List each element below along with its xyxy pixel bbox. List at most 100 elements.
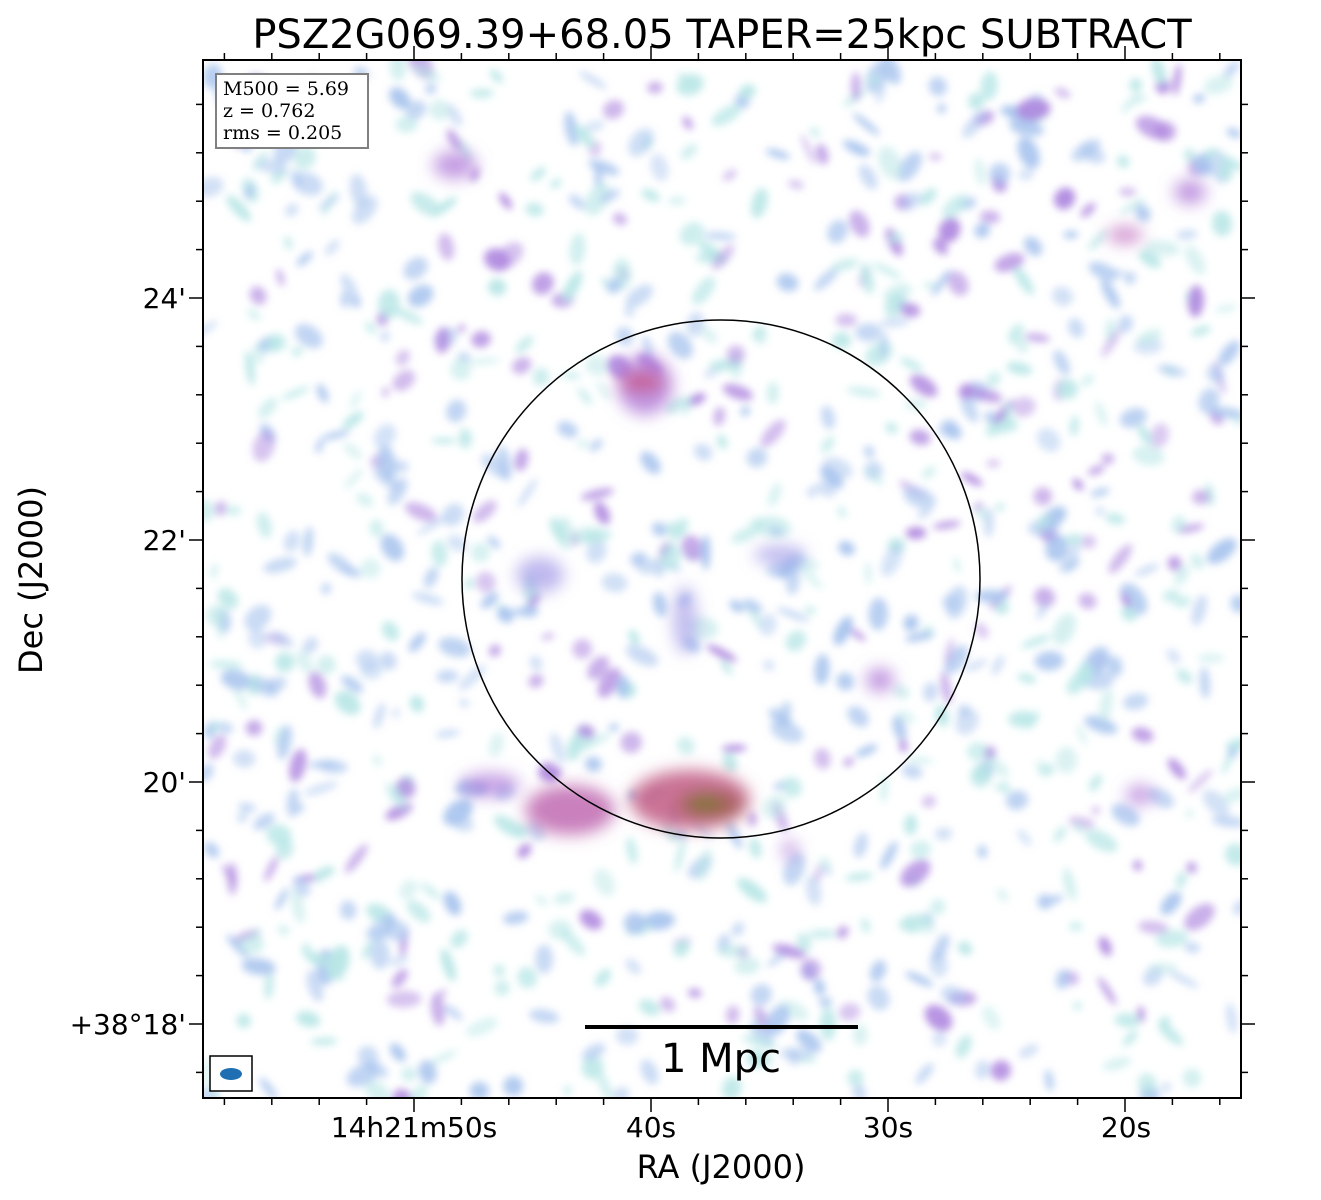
noise-blob bbox=[394, 308, 423, 325]
noise-blob bbox=[746, 1050, 767, 1067]
noise-blob bbox=[1137, 920, 1169, 935]
noise-blob bbox=[746, 447, 768, 468]
noise-blob bbox=[431, 540, 448, 567]
noise-blob bbox=[928, 153, 942, 161]
noise-blob bbox=[995, 602, 1010, 615]
noise-blob bbox=[1018, 168, 1035, 181]
noise-blob bbox=[901, 764, 923, 779]
noise-blob bbox=[589, 438, 603, 452]
noise-blob bbox=[381, 621, 399, 641]
noise-blob bbox=[275, 652, 295, 673]
noise-blob bbox=[373, 423, 396, 449]
noise-blob bbox=[628, 128, 654, 157]
noise-blob bbox=[1087, 229, 1108, 251]
noise-blob bbox=[340, 291, 349, 308]
noise-blob bbox=[612, 212, 627, 226]
noise-blob bbox=[867, 73, 880, 86]
noise-blob bbox=[849, 628, 866, 641]
noise-blob bbox=[431, 437, 457, 444]
noise-blob bbox=[1013, 265, 1035, 296]
noise-blob bbox=[306, 952, 327, 966]
noise-blob bbox=[578, 71, 608, 90]
noise-blob bbox=[772, 943, 807, 959]
noise-blob bbox=[203, 763, 214, 782]
noise-blob bbox=[405, 100, 427, 120]
noise-blob bbox=[1203, 75, 1234, 95]
noise-blob bbox=[459, 698, 469, 708]
noise-blob bbox=[1081, 374, 1094, 387]
noise-blob bbox=[581, 1043, 606, 1061]
noise-blob bbox=[532, 367, 550, 386]
noise-blob bbox=[286, 788, 300, 818]
noise-blob bbox=[768, 482, 782, 507]
noise-blob bbox=[1144, 240, 1181, 256]
noise-blob bbox=[739, 84, 756, 99]
noise-blob bbox=[1184, 148, 1195, 162]
noise-blob bbox=[416, 516, 448, 535]
noise-blob bbox=[389, 1043, 406, 1062]
noise-blob bbox=[389, 87, 411, 110]
noise-blob bbox=[760, 419, 786, 448]
noise-blob bbox=[1088, 261, 1118, 281]
noise-blob bbox=[904, 631, 934, 642]
noise-blob bbox=[1226, 127, 1241, 139]
noise-blob bbox=[1172, 63, 1182, 96]
x-axis-label: RA (J2000) bbox=[637, 1148, 806, 1186]
y-axis-label: Dec (J2000) bbox=[12, 486, 50, 674]
noise-blob bbox=[880, 332, 888, 360]
noise-blob bbox=[420, 882, 441, 900]
noise-blob bbox=[226, 505, 242, 516]
noise-blob bbox=[905, 526, 927, 540]
noise-blobs bbox=[203, 60, 1241, 1098]
noise-blob bbox=[737, 878, 768, 903]
x-tick-label: 14h21m50s bbox=[331, 1111, 498, 1144]
noise-blob bbox=[1197, 653, 1225, 663]
noise-blob bbox=[244, 604, 272, 632]
noise-blob bbox=[360, 558, 381, 579]
noise-blob bbox=[696, 848, 713, 881]
noise-blob bbox=[1057, 379, 1078, 400]
noise-blob bbox=[845, 872, 874, 882]
noise-blob bbox=[534, 895, 549, 906]
noise-blob bbox=[722, 383, 754, 401]
noise-blob bbox=[827, 219, 848, 244]
noise-blob bbox=[1137, 1073, 1157, 1096]
noise-blob bbox=[968, 93, 985, 110]
noise-blob bbox=[469, 88, 494, 98]
noise-blob bbox=[986, 371, 1001, 388]
noise-blob bbox=[517, 967, 538, 989]
noise-blob bbox=[652, 591, 668, 617]
noise-blob bbox=[1055, 746, 1078, 774]
noise-blob bbox=[932, 520, 961, 530]
noise-blob bbox=[436, 670, 459, 683]
noise-blob bbox=[306, 969, 324, 1002]
noise-blob bbox=[814, 654, 830, 686]
noise-blob bbox=[588, 159, 620, 176]
noise-blob bbox=[1136, 329, 1162, 345]
noise-blob bbox=[833, 616, 853, 646]
noise-blob bbox=[974, 158, 986, 186]
noise-blob bbox=[778, 1047, 814, 1060]
noise-blob bbox=[1156, 364, 1187, 377]
noise-blob bbox=[820, 465, 844, 489]
noise-blob bbox=[837, 506, 847, 518]
noise-blob bbox=[1008, 710, 1037, 728]
noise-blob bbox=[979, 210, 1001, 224]
noise-blob bbox=[210, 563, 218, 579]
noise-blob bbox=[1192, 489, 1210, 505]
noise-blob bbox=[1157, 1022, 1184, 1046]
noise-blob bbox=[438, 233, 455, 261]
noise-blob bbox=[572, 638, 593, 659]
noise-blob bbox=[818, 856, 831, 870]
noise-blob bbox=[815, 143, 829, 165]
noise-blob bbox=[450, 929, 468, 949]
noise-blob bbox=[957, 941, 973, 956]
noise-blob bbox=[1129, 78, 1142, 92]
noise-blob bbox=[722, 1076, 742, 1098]
noise-blob bbox=[778, 701, 792, 725]
noise-blob bbox=[869, 959, 887, 983]
noise-blob bbox=[386, 990, 422, 1008]
noise-blob bbox=[365, 1080, 391, 1098]
noise-blob bbox=[740, 406, 751, 417]
noise-blob bbox=[762, 794, 787, 819]
